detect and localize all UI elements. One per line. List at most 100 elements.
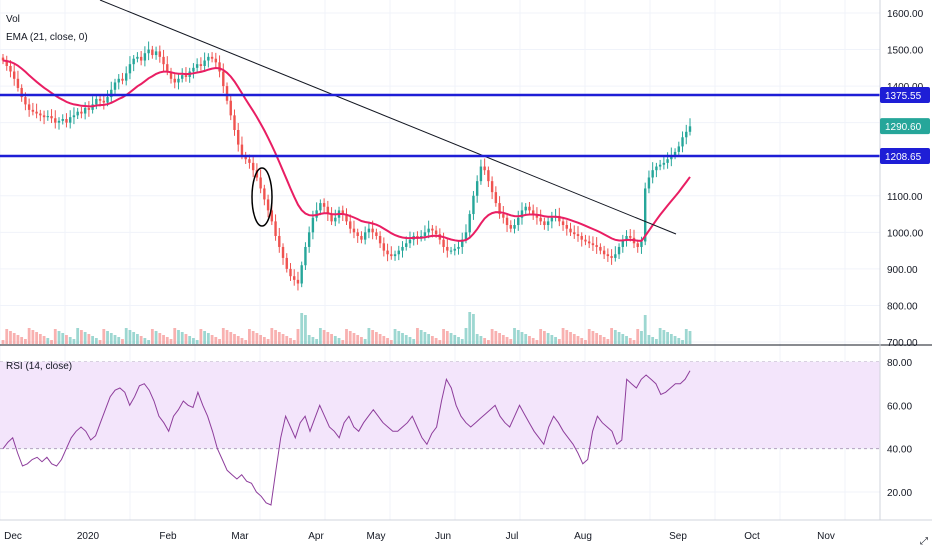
candle-body bbox=[61, 119, 64, 121]
candle-body bbox=[181, 75, 184, 79]
volume-bar bbox=[542, 331, 546, 344]
volume-bar bbox=[572, 334, 576, 344]
candle-body bbox=[595, 245, 598, 247]
candle-body bbox=[296, 279, 300, 284]
time-tick-label: Apr bbox=[308, 531, 324, 542]
candle-body bbox=[449, 250, 453, 252]
candle-body bbox=[393, 254, 397, 257]
candle-body bbox=[117, 78, 120, 83]
price-axis[interactable]: 1600.001500.001400.001300.001100.001000.… bbox=[887, 9, 924, 349]
candle-body bbox=[46, 116, 50, 118]
candle-body bbox=[535, 214, 539, 218]
legend-ema: EMA (21, close, 0) bbox=[6, 32, 88, 43]
volume-bar bbox=[576, 336, 580, 344]
candle-body bbox=[349, 221, 352, 229]
volume-bar bbox=[5, 329, 9, 344]
candle-body bbox=[13, 71, 16, 79]
volume-bar bbox=[382, 336, 386, 344]
volume-bar bbox=[83, 332, 87, 344]
candle-body bbox=[199, 64, 203, 67]
candle-body bbox=[207, 56, 210, 61]
volume-bar bbox=[128, 330, 132, 344]
candle-body bbox=[311, 217, 315, 233]
candle-body bbox=[475, 181, 479, 196]
pane-restore-icon[interactable]: ⤢ bbox=[920, 536, 928, 547]
volume-bar bbox=[255, 333, 259, 344]
candle-body bbox=[54, 118, 57, 123]
volume-bar bbox=[192, 338, 195, 344]
candle-body bbox=[371, 228, 374, 233]
candle-body bbox=[442, 239, 445, 247]
volume-bar bbox=[173, 328, 177, 344]
candle-body bbox=[453, 248, 456, 251]
volume-bar bbox=[371, 330, 375, 344]
volume-bar bbox=[550, 335, 554, 344]
candle-body bbox=[248, 159, 251, 163]
candle-body bbox=[192, 67, 195, 72]
rsi-tick-label: 80.00 bbox=[887, 358, 912, 369]
volume-bar bbox=[285, 336, 289, 344]
trend-line[interactable] bbox=[99, 0, 677, 235]
volume-bar bbox=[165, 337, 169, 344]
candle-body bbox=[125, 73, 128, 81]
volume-bar bbox=[389, 340, 393, 344]
volume-bar bbox=[169, 339, 173, 344]
candle-body bbox=[50, 116, 53, 119]
candle-body bbox=[517, 217, 520, 226]
candle-body bbox=[386, 250, 389, 255]
volume-bar bbox=[341, 340, 345, 344]
volume-bar bbox=[150, 329, 154, 344]
volume-bar bbox=[539, 329, 543, 344]
candle-body bbox=[266, 199, 270, 211]
volume-bar bbox=[531, 338, 535, 344]
candle-body bbox=[408, 239, 412, 244]
candle-body bbox=[614, 254, 617, 258]
time-tick-label: Sep bbox=[669, 531, 687, 542]
candle-body bbox=[158, 51, 162, 57]
candle-body bbox=[502, 214, 505, 218]
candle-body bbox=[602, 250, 606, 255]
volume-bar bbox=[561, 328, 565, 344]
candle-body bbox=[35, 111, 38, 114]
candle-body bbox=[528, 206, 531, 211]
candle-body bbox=[222, 71, 225, 87]
volume-bar bbox=[16, 335, 20, 344]
volume-bar bbox=[584, 340, 587, 344]
volume-bar bbox=[535, 340, 539, 344]
candle-body bbox=[319, 203, 322, 211]
volume-bar bbox=[412, 339, 416, 344]
candle-body bbox=[401, 246, 404, 251]
candle-body bbox=[229, 100, 232, 116]
candle-body bbox=[240, 144, 244, 156]
time-axis[interactable]: Dec 2020 Feb Mar Apr May Jun Jul Aug Sep Oct Nov bbox=[4, 531, 835, 542]
candle-body bbox=[561, 221, 565, 226]
volume-bar bbox=[72, 339, 76, 344]
candle-body bbox=[195, 64, 199, 68]
volume-bar bbox=[468, 312, 472, 344]
highlight-ellipse[interactable] bbox=[251, 167, 273, 227]
volume-bar bbox=[348, 331, 352, 344]
candle-body bbox=[110, 89, 113, 98]
candle-body bbox=[69, 117, 72, 123]
volume-bar bbox=[117, 337, 121, 344]
volume-bar bbox=[673, 336, 677, 344]
volume-bar bbox=[218, 339, 221, 344]
candle-body bbox=[237, 129, 240, 145]
volume-bar bbox=[356, 335, 360, 344]
volume-bar bbox=[640, 331, 643, 344]
volume-bar bbox=[662, 330, 666, 344]
volume-bar bbox=[434, 338, 438, 344]
volume-bar bbox=[374, 332, 378, 344]
time-tick-label: Oct bbox=[744, 531, 760, 542]
candle-body bbox=[405, 243, 408, 247]
candle-body bbox=[334, 217, 337, 222]
volume-bar bbox=[330, 334, 333, 344]
candle-body bbox=[210, 56, 214, 59]
rsi-line bbox=[2, 370, 691, 506]
candle-body bbox=[307, 232, 311, 247]
candle-body bbox=[162, 56, 165, 65]
rsi-axis[interactable]: 80.00 60.00 40.00 20.00 bbox=[887, 358, 912, 499]
rsi-tick-label: 60.00 bbox=[887, 401, 912, 412]
candle-body bbox=[490, 181, 494, 193]
